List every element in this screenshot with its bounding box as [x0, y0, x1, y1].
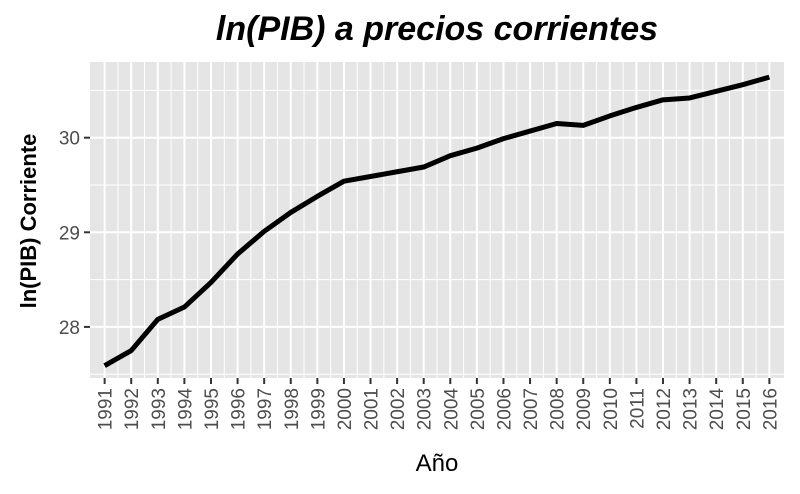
x-tick-label: 2008 — [548, 388, 569, 430]
x-tick-label: 2012 — [654, 388, 675, 430]
x-tick-label: 1994 — [175, 388, 196, 431]
x-tick-label: 1991 — [96, 388, 117, 430]
x-tick-label: 2003 — [415, 388, 436, 430]
x-tick-label: 1999 — [308, 388, 329, 430]
chart-title: ln(PIB) a precios corrientes — [216, 10, 658, 48]
x-tick-label: 2010 — [601, 388, 622, 430]
x-tick-label: 2013 — [681, 388, 702, 430]
x-axis-ticks: 1991 1992 1993 1994 1995 1996 1997 1998 1999 2000… — [96, 378, 781, 431]
x-tick-label: 2004 — [441, 388, 462, 431]
y-axis-ticks: 28 29 30 — [59, 129, 90, 339]
y-axis-title: ln(PIB) Corriente — [16, 134, 41, 309]
x-tick-label: 1995 — [202, 388, 223, 430]
x-tick-label: 2014 — [707, 388, 728, 431]
x-tick-label: 2005 — [468, 388, 489, 430]
grid-major — [90, 62, 784, 378]
x-tick-label: 1997 — [255, 388, 276, 430]
y-tick-label: 28 — [59, 318, 80, 339]
series-line — [103, 74, 771, 368]
x-tick-label: 2016 — [760, 388, 781, 430]
x-tick-label: 2001 — [362, 388, 383, 430]
x-tick-label: 1992 — [122, 388, 143, 430]
y-tick-label: 29 — [59, 223, 80, 244]
x-tick-label: 2009 — [574, 388, 595, 430]
x-tick-label: 1998 — [282, 388, 303, 430]
x-tick-label: 2011 — [627, 388, 648, 429]
x-tick-label: 1996 — [229, 388, 250, 430]
x-tick-label: 2002 — [388, 388, 409, 430]
x-tick-label: 2000 — [335, 388, 356, 430]
x-tick-label: 2006 — [494, 388, 515, 430]
y-tick-label: 30 — [59, 129, 80, 150]
x-tick-label: 2015 — [734, 388, 755, 430]
x-tick-label: 2007 — [521, 388, 542, 430]
x-axis-title: Año — [416, 450, 459, 477]
x-tick-label: 1993 — [149, 388, 170, 430]
